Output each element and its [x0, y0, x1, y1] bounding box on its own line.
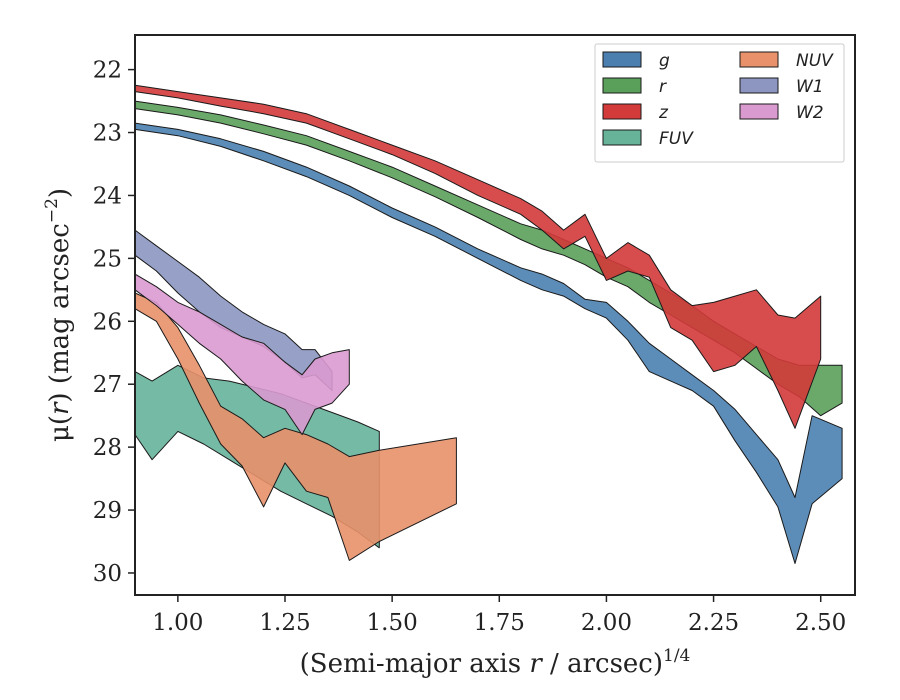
y-ticks: 22 23 24 25 26 27 28 29 30 — [93, 58, 135, 587]
series-areas — [134, 84, 843, 564]
x-tick-label: 1.50 — [367, 610, 418, 636]
series-band-w2 — [134, 273, 350, 436]
legend-swatch-z — [602, 103, 642, 120]
x-tick-label: 2.00 — [581, 610, 632, 636]
x-tick-label: 1.25 — [259, 610, 310, 636]
legend-swatch-nuv — [739, 51, 779, 68]
x-tick-label: 1.75 — [474, 610, 525, 636]
x-axis-label: (Semi-major axis r / arcsec)1/4 — [300, 646, 691, 679]
y-tick-label: 28 — [93, 435, 122, 461]
legend: grz FUV NUV W1 W2 — [594, 43, 845, 163]
legend-label-w1: W1 — [796, 77, 824, 97]
series-band-z — [134, 84, 822, 429]
y-tick-label: 29 — [93, 498, 122, 524]
y-tick-label: 26 — [93, 309, 122, 335]
x-ticks: 1.00 1.25 1.50 1.75 2.00 2.25 2.50 — [152, 595, 846, 636]
x-tick-label: 2.50 — [795, 610, 846, 636]
legend-label-w2: W2 — [796, 103, 824, 123]
y-tick-label: 27 — [93, 372, 122, 398]
legend-swatch-g — [602, 51, 642, 68]
legend-box — [594, 43, 845, 163]
y-tick-label: 24 — [93, 183, 122, 209]
legend-swatch-w2 — [739, 103, 779, 120]
y-tick-label: 22 — [93, 58, 122, 84]
legend-label-r: r — [659, 77, 667, 97]
y-tick-label: 23 — [93, 121, 122, 147]
series-band-nuv — [134, 292, 457, 561]
series-band-r — [134, 100, 843, 417]
legend-swatch-w1 — [739, 77, 779, 94]
y-axis-label: μ(r) (mag arcsec−2) — [42, 188, 75, 442]
legend-label-g: g — [659, 51, 670, 71]
axes-frame — [134, 34, 856, 596]
x-tick-label: 2.25 — [688, 610, 739, 636]
series-band-g — [134, 122, 843, 564]
legend-swatch-fuv — [602, 129, 642, 146]
x-tick-label: 1.00 — [152, 610, 203, 636]
legend-label-fuv: FUV — [659, 129, 694, 149]
legend-swatch-r — [602, 77, 642, 94]
y-tick-label: 30 — [93, 561, 122, 587]
y-tick-label: 25 — [93, 246, 122, 272]
legend-label-nuv: NUV — [796, 51, 834, 71]
legend-label-z: z — [658, 103, 669, 123]
